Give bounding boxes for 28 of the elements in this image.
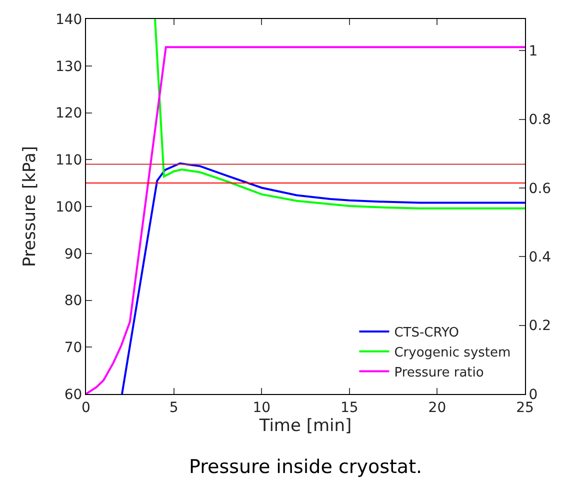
x-tick-label: 15 bbox=[340, 400, 358, 416]
y-tick-label: 130 bbox=[55, 58, 82, 75]
line-series bbox=[121, 162, 525, 394]
line-series bbox=[154, 19, 525, 210]
y2-tick-label: 0.8 bbox=[528, 112, 552, 128]
text: Pressure inside cryostat. bbox=[189, 456, 422, 478]
legend-label: Pressure ratio bbox=[394, 365, 484, 380]
x-tick-label: 20 bbox=[428, 400, 446, 416]
y-tick-label: 90 bbox=[64, 246, 82, 262]
y2-tick-label: 0.2 bbox=[528, 318, 552, 334]
line-series bbox=[86, 46, 525, 394]
y-tick-label: 110 bbox=[55, 152, 82, 169]
x-axis-title: Time [min] bbox=[258, 416, 352, 436]
x-tick-label: 10 bbox=[252, 400, 271, 416]
legend-label: Cryogenic system bbox=[394, 345, 511, 360]
x-tick-label: 5 bbox=[169, 400, 178, 416]
x-tick-label: 0 bbox=[82, 400, 90, 416]
y2-tick-label: 0.4 bbox=[528, 250, 552, 266]
y-tick-label: 100 bbox=[55, 199, 82, 216]
y-tick-label: 140 bbox=[55, 12, 82, 28]
y-tick-label: 70 bbox=[64, 340, 82, 356]
y-axis-title: Pressure [kPa] bbox=[20, 146, 40, 268]
y-tick-label: 80 bbox=[64, 293, 82, 310]
y2-tick-label: 0.6 bbox=[528, 180, 552, 197]
y-tick-label: 60 bbox=[64, 386, 82, 403]
legend-label: CTS-CRYO bbox=[394, 326, 459, 341]
y-tick-label: 120 bbox=[55, 106, 82, 122]
y2-tick-label: 1 bbox=[528, 43, 538, 60]
